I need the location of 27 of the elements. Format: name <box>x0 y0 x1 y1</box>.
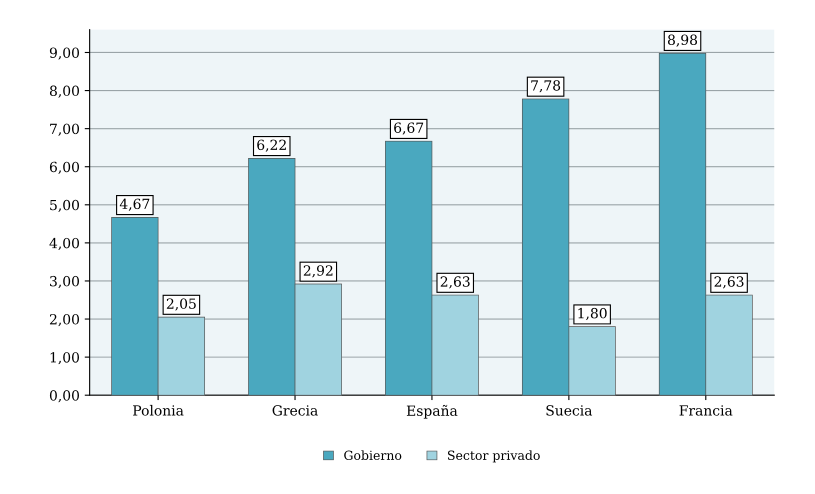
x-tick-label: España <box>406 404 458 419</box>
data-label: 2,05 <box>166 298 196 311</box>
data-label: 7,78 <box>531 80 560 92</box>
x-tick-label: Suecia <box>546 405 592 416</box>
y-tick-label: 9,00 <box>50 47 80 60</box>
x-tick-label: Polonia <box>133 404 184 416</box>
y-tick-label: 3,00 <box>50 276 80 288</box>
y-tick-label: 4,00 <box>49 238 80 250</box>
y-tick-label: 5,00 <box>50 200 80 212</box>
legend-label: Sector privado <box>448 450 540 462</box>
x-tick-label: Francia <box>680 405 732 416</box>
y-tick-label: 2,00 <box>50 314 80 326</box>
data-label: 1,80 <box>578 308 607 320</box>
x-tick-label: Grecia <box>272 405 318 416</box>
legend-label: Gobierno <box>344 450 402 460</box>
data-label: 2,63 <box>714 276 744 288</box>
y-tick-label: 6,00 <box>50 162 80 174</box>
data-label: 4,67 <box>120 198 150 211</box>
y-tick-label: 7,00 <box>50 124 80 136</box>
data-label: 2,63 <box>440 276 470 288</box>
data-label: 8,98 <box>668 34 698 47</box>
y-tick-label: 8,00 <box>50 86 80 98</box>
y-tick-label: 0,00 <box>50 390 80 402</box>
y-tick-label: 1,00 <box>50 352 80 364</box>
data-label: 6,67 <box>394 122 424 135</box>
data-label: 6,22 <box>257 140 286 152</box>
data-label: 2,92 <box>304 265 332 278</box>
